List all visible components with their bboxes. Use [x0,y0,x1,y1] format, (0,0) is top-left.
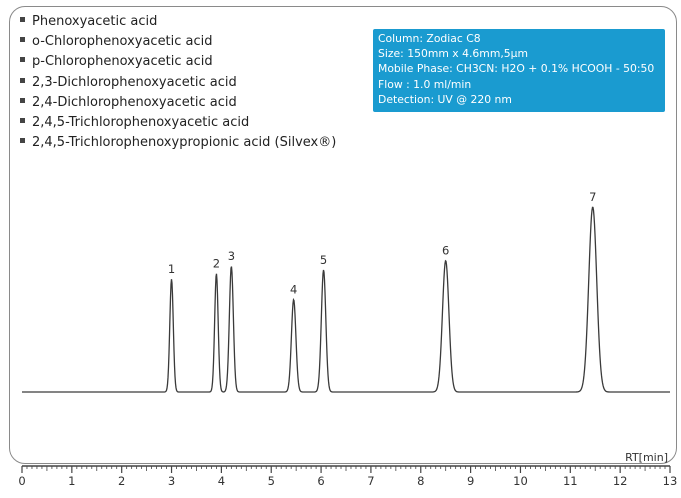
conditions-box: Column: Zodiac C8 Size: 150mm x 4.6mm,5μ… [373,29,665,112]
x-tick-label: 8 [417,474,424,488]
x-tick-label: 10 [513,474,528,488]
compound-name: 2,4-Dichlorophenoxyacetic acid [32,94,237,110]
x-tick-label: 6 [317,474,324,488]
bullet-icon [20,118,25,124]
compound-list-item: 2,3-Dichlorophenoxyacetic acid [20,73,336,93]
compound-list-item: 2,4-Dichlorophenoxyacetic acid [20,93,336,113]
peak-label: 4 [290,283,297,297]
bullet-icon [20,17,25,22]
compound-list-item: o-Chlorophenoxyacetic acid [20,32,336,52]
compound-list: Phenoxyacetic acid o-Chlorophenoxyacetic… [20,12,336,153]
peak-label: 1 [168,262,175,276]
x-axis-ticks [21,466,671,473]
compound-name: 2,3-Dichlorophenoxyacetic acid [32,74,237,90]
bullet-icon [20,97,25,103]
condition-mobile-phase: Mobile Phase: CH3CN: H2O + 0.1% HCOOH - … [378,62,655,76]
peak-label: 6 [442,244,449,258]
x-tick-label: 7 [367,474,374,488]
compound-list-item: 2,4,5-Trichlorophenoxyacetic acid [20,113,336,133]
x-tick-label: 1 [68,474,75,488]
x-tick-label: 13 [663,474,678,488]
compound-list-item: Phenoxyacetic acid [20,12,336,32]
condition-column: Column: Zodiac C8 [378,32,481,45]
x-tick-label: 3 [168,474,175,488]
x-tick-label: 9 [467,474,474,488]
x-axis-title: RT[min] [625,451,668,464]
x-tick-label: 0 [18,474,25,488]
x-tick-label: 4 [218,474,225,488]
compound-list-item: 2,4,5-Trichlorophenoxypropionic acid (Si… [20,133,336,153]
condition-detection: Detection: UV @ 220 nm [378,92,512,106]
compound-name: Phenoxyacetic acid [32,14,158,29]
compound-name: o-Chlorophenoxyacetic acid [32,34,213,50]
compound-name: 2,4,5-Trichlorophenoxyacetic acid [32,115,250,131]
chromatogram-trace [22,206,670,393]
condition-flow: Flow : 1.0 ml/min [378,77,472,91]
bullet-icon [20,138,25,144]
peak-label: 5 [320,253,327,267]
peak-label: 2 [213,257,220,271]
x-axis-tick-labels: 0 1 2 3 4 5 6 7 8 9 10 11 12 13 [18,474,677,488]
condition-size: Size: 150mm x 4.6mm,5μm [378,47,529,61]
x-tick-label: 2 [118,474,125,488]
compound-name: p-Chlorophenoxyacetic acid [32,54,213,70]
peak-label: 7 [589,190,596,204]
bullet-icon [20,37,25,43]
peak-label: 3 [228,249,235,263]
x-tick-label: 12 [613,474,628,488]
bullet-icon [20,77,25,83]
x-tick-label: 5 [268,474,275,488]
bullet-icon [20,57,25,63]
compound-list-item: p-Chlorophenoxyacetic acid [20,52,336,72]
x-tick-label: 11 [563,474,578,488]
compound-name: 2,4,5-Trichlorophenoxypropionic acid (Si… [32,135,337,151]
